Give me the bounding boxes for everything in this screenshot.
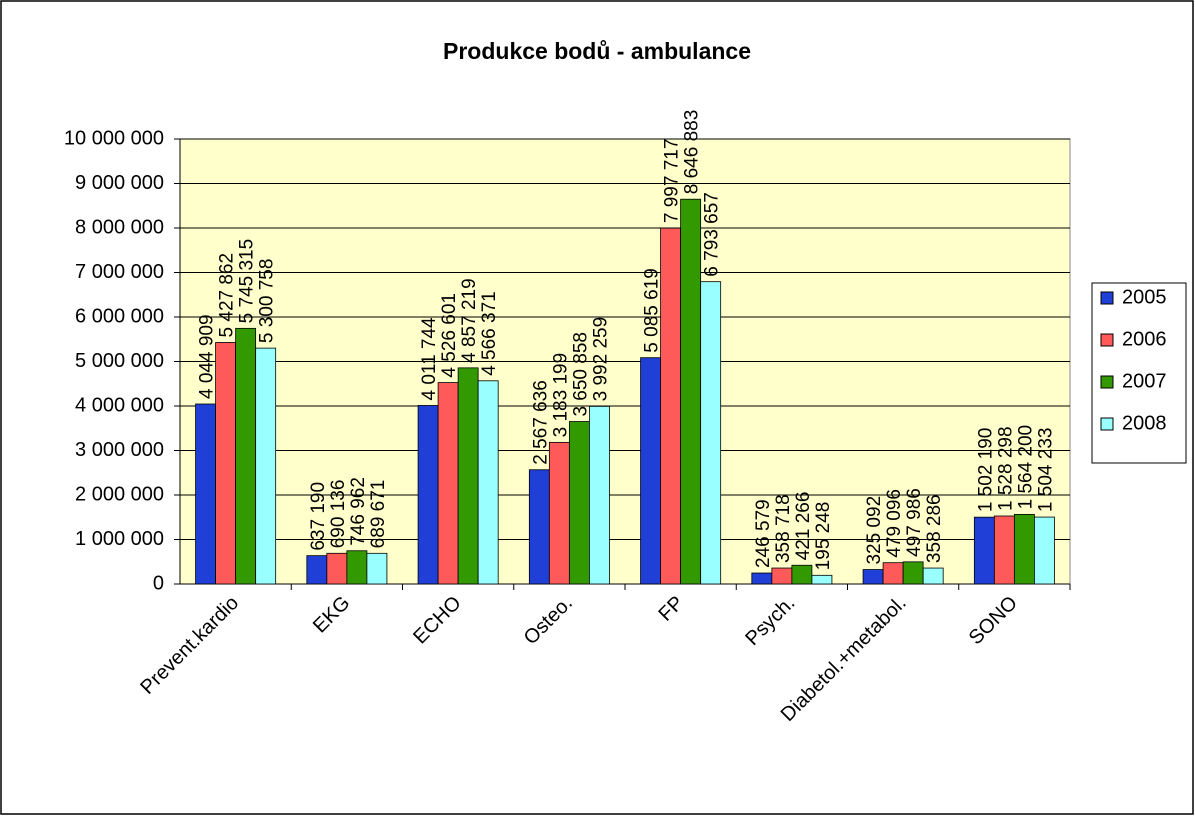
legend-label: 2005 — [1122, 286, 1167, 308]
value-label: 479 096 — [884, 489, 905, 558]
bar — [993, 515, 1015, 585]
legend-swatch — [1100, 417, 1114, 431]
value-label: 421 266 — [793, 492, 814, 561]
value-label: 3 183 199 — [550, 353, 571, 438]
bar — [215, 342, 237, 585]
bar — [902, 561, 924, 585]
bar — [195, 403, 216, 585]
bar — [973, 516, 995, 585]
value-label: 1 502 190 — [975, 428, 996, 513]
legend-swatch — [1100, 375, 1114, 389]
bar — [326, 552, 348, 585]
value-label: 4 044 909 — [197, 314, 218, 399]
y-tick-label: 2 000 000 — [75, 483, 164, 505]
value-label: 1 528 298 — [995, 426, 1016, 511]
legend-label: 2006 — [1122, 328, 1167, 350]
value-label: 4 011 744 — [419, 317, 440, 401]
bar — [589, 405, 610, 585]
bar — [477, 380, 499, 585]
legend-swatch — [1100, 291, 1114, 305]
bar — [680, 198, 702, 585]
y-tick-label: 1 000 000 — [75, 528, 164, 550]
value-label: 2 567 636 — [530, 380, 551, 465]
value-label: 4 566 371 — [479, 291, 500, 376]
value-label: 5 300 758 — [257, 259, 278, 344]
bar — [791, 564, 813, 585]
value-label: 5 427 862 — [217, 253, 238, 338]
value-label: 3 650 858 — [570, 332, 591, 417]
bar — [235, 327, 257, 585]
bar — [640, 357, 662, 585]
bar — [306, 555, 328, 585]
value-label: 8 646 883 — [682, 110, 703, 195]
y-tick-label: 4 000 000 — [75, 394, 164, 416]
bar — [862, 569, 884, 585]
value-label: 325 092 — [864, 496, 885, 565]
value-label: 6 793 657 — [702, 192, 723, 277]
value-label: 358 286 — [924, 494, 945, 563]
y-tick-label: 7 000 000 — [75, 261, 164, 283]
bar — [366, 552, 388, 585]
value-label: 195 248 — [813, 502, 834, 571]
value-label: 497 986 — [904, 488, 925, 557]
legend-frame — [1091, 282, 1187, 464]
bar — [811, 574, 833, 585]
chart-title: Produkce bodů - ambulance — [443, 38, 751, 64]
y-tick-label: 5 000 000 — [75, 350, 164, 372]
value-label: 690 136 — [328, 480, 349, 549]
bar — [882, 562, 904, 585]
value-label: 1 504 233 — [1035, 428, 1056, 513]
value-label: 5 745 315 — [237, 239, 258, 324]
bar — [417, 405, 439, 585]
bar — [437, 382, 459, 585]
bar — [548, 441, 570, 585]
value-label: 246 579 — [753, 499, 774, 568]
legend-label: 2007 — [1122, 370, 1167, 392]
bar — [346, 550, 368, 585]
value-label: 689 671 — [368, 480, 389, 549]
legend-swatch — [1100, 333, 1114, 347]
y-tick-label: 0 — [153, 572, 164, 594]
bar — [568, 421, 590, 585]
bar — [922, 567, 944, 585]
bar — [457, 367, 479, 585]
value-label: 3 992 259 — [590, 317, 611, 402]
value-label: 4 526 601 — [439, 293, 460, 378]
bar — [1034, 516, 1055, 585]
value-label: 358 718 — [773, 494, 794, 563]
value-label: 1 564 200 — [1015, 425, 1036, 510]
y-tick-label: 9 000 000 — [75, 172, 164, 194]
bar — [771, 567, 793, 585]
y-tick-label: 10 000 000 — [64, 127, 164, 149]
bar — [255, 347, 277, 585]
value-label: 637 190 — [308, 482, 329, 551]
bar — [660, 227, 682, 585]
bar — [1013, 513, 1035, 585]
value-label: 746 962 — [348, 477, 369, 546]
y-tick-label: 6 000 000 — [75, 305, 164, 327]
bar — [751, 572, 773, 585]
bar — [700, 281, 722, 585]
value-label: 5 085 619 — [642, 268, 663, 353]
y-tick-label: 3 000 000 — [75, 439, 164, 461]
legend-label: 2008 — [1122, 412, 1167, 434]
value-label: 7 997 717 — [662, 139, 683, 224]
y-tick-label: 8 000 000 — [75, 216, 164, 238]
bar — [528, 469, 550, 585]
value-label: 4 857 219 — [459, 278, 480, 363]
